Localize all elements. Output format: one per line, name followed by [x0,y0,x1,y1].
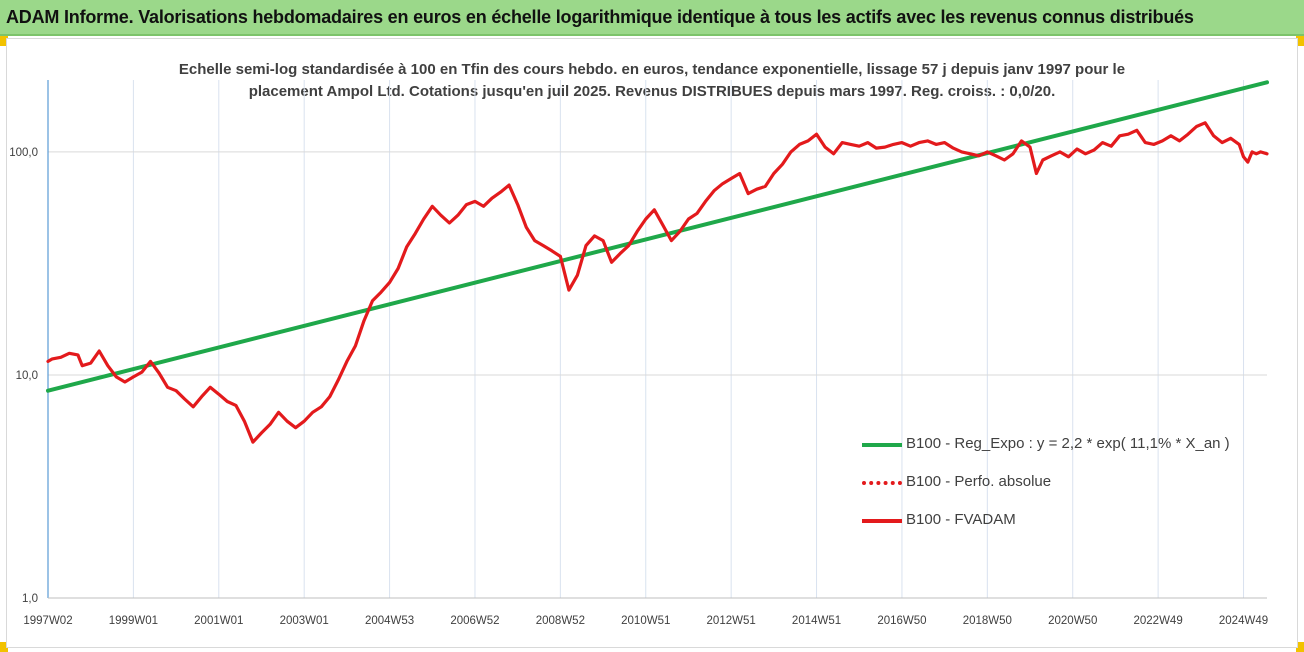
corner-accent-bottom-left [0,642,8,652]
legend-swatch-fvadam [862,519,902,523]
x-tick-label: 2004W53 [365,615,414,627]
x-tick-label: 2006W52 [450,615,499,627]
x-tick-label: 1999W01 [109,615,158,627]
chart-frame [6,38,1298,648]
x-tick-label: 2016W50 [877,615,926,627]
chart-title-line-1: Echelle semi-log standardisée à 100 en T… [178,61,1126,78]
x-tick-label: 2022W49 [1134,615,1183,627]
series-line-regression [46,80,1269,393]
y-tick-label: 10,0 [16,370,38,382]
x-tick-label: 2024W49 [1219,615,1268,627]
title-banner: ADAM Informe. Valorisations hebdomadaire… [0,0,1304,36]
y-tick-label: 1,0 [22,593,38,605]
legend-label-regression: B100 - Reg_Expo : y = 2,2 * exp( 11,1% *… [906,435,1230,452]
x-tick-label: 2018W50 [963,615,1012,627]
corner-accent-left [0,36,8,46]
corner-accent-bottom-right [1296,642,1304,652]
x-tick-label: 2014W51 [792,615,841,627]
series-line-fvadam [46,121,1269,444]
legend-swatch-perfo-absolue [862,481,902,485]
x-tick-label: 2020W50 [1048,615,1097,627]
corner-accent-right [1296,36,1304,46]
page-title: ADAM Informe. Valorisations hebdomadaire… [6,7,1194,27]
x-tick-label: 1997W02 [23,615,72,627]
legend-label-fvadam: B100 - FVADAM [906,511,1016,528]
x-tick-label: 2003W01 [280,615,329,627]
x-tick-label: 2012W51 [707,615,756,627]
chart-title-line-2: placement Ampol Ltd. Cotations jusqu'en … [248,83,1056,100]
legend-swatch-regression [862,443,902,447]
x-tick-label: 2001W01 [194,615,243,627]
legend-label-perfo-absolue: B100 - Perfo. absolue [906,473,1052,490]
x-tick-label: 2010W51 [621,615,670,627]
y-tick-label: 100,0 [9,147,38,159]
x-tick-label: 2008W52 [536,615,585,627]
